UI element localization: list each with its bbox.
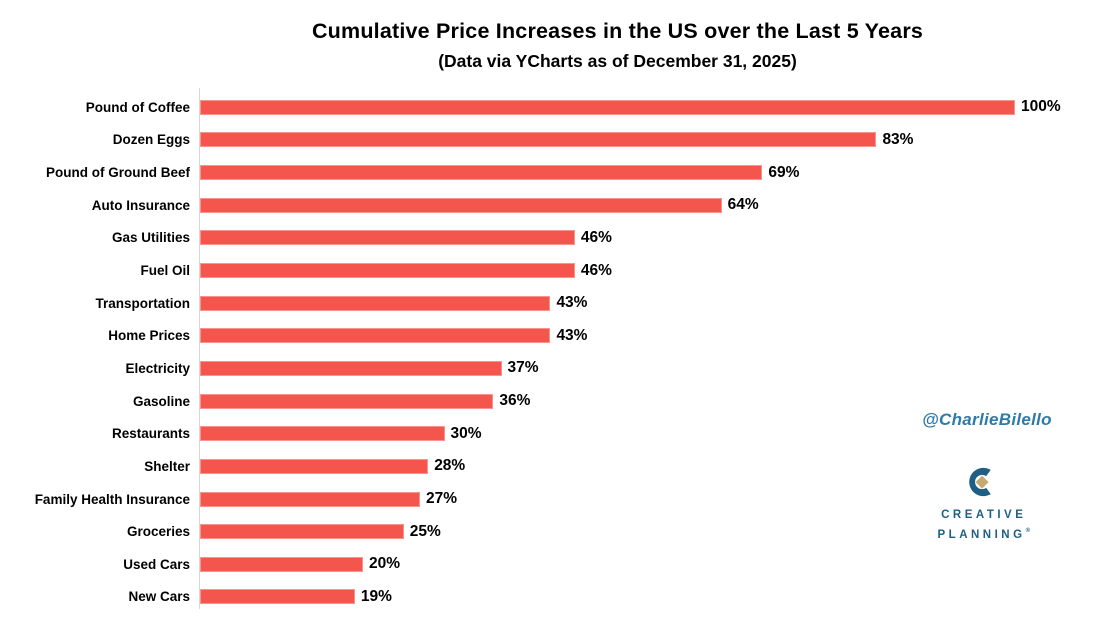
bar-row: New Cars 19% (0, 581, 1100, 614)
bar-row: Dozen Eggs 83% (0, 124, 1100, 157)
bar-track: 43% (200, 327, 1100, 345)
bar (200, 165, 763, 181)
value-label: 20% (369, 555, 401, 573)
bar-track: 28% (200, 457, 1100, 475)
bar (200, 328, 551, 344)
category-label: Pound of Coffee (85, 99, 190, 115)
bar-row: Groceries 25% (0, 515, 1100, 548)
value-label: 83% (882, 130, 914, 148)
logo-text-line2: PLANNING® (937, 528, 1030, 541)
value-label: 28% (434, 457, 466, 475)
bar-track: 20% (200, 555, 1100, 573)
value-label: 46% (580, 228, 612, 246)
bar-track: 100% (200, 98, 1100, 116)
category-label: Groceries (126, 524, 190, 540)
category-label: Auto Insurance (91, 197, 190, 213)
category-label: Gas Utilities (111, 230, 190, 246)
bar-track: 36% (200, 392, 1100, 410)
bar (200, 524, 404, 540)
bar (200, 556, 363, 572)
bar (200, 360, 502, 376)
value-label: 37% (507, 359, 539, 377)
category-label: Pound of Ground Beef (46, 165, 190, 181)
bar-row: Gasoline 36% (0, 385, 1100, 418)
creative-planning-logo: CREATIVE PLANNING® (923, 462, 1041, 543)
category-label: Family Health Insurance (34, 491, 190, 507)
category-label: Home Prices (108, 328, 190, 344)
bar (200, 197, 722, 213)
bar-track: 25% (200, 523, 1100, 541)
value-label: 43% (556, 294, 588, 312)
category-label: New Cars (128, 589, 190, 605)
bar-row: Transportation 43% (0, 287, 1100, 320)
chart-subtitle: (Data via YCharts as of December 31, 202… (438, 51, 797, 71)
watermark-handle: @CharlieBilello (922, 410, 1052, 429)
bar-track: 27% (200, 490, 1100, 508)
value-label: 46% (580, 261, 612, 279)
chart-header: Cumulative Price Increases in the US ove… (0, 19, 1100, 72)
bar-row: Restaurants 30% (0, 417, 1100, 450)
bar-row: Shelter 28% (0, 450, 1100, 483)
bar-plot-area: Pound of Coffee 100% Dozen Eggs 83% Pound of… (0, 91, 1100, 613)
bar-track: 43% (200, 294, 1100, 312)
bar (200, 132, 877, 148)
bar-track: 69% (200, 164, 1100, 182)
value-label: 69% (768, 163, 800, 181)
value-label: 19% (360, 587, 392, 605)
bar-row: Home Prices 43% (0, 319, 1100, 352)
bar (200, 426, 445, 442)
value-label: 36% (499, 392, 531, 410)
category-label: Used Cars (123, 556, 190, 572)
category-label: Dozen Eggs (112, 132, 190, 148)
bar-track: 83% (200, 131, 1100, 149)
logo-text-line1: CREATIVE (941, 509, 1027, 521)
bar-row: Electricity 37% (0, 352, 1100, 385)
bar (200, 491, 421, 507)
value-label: 30% (450, 424, 482, 442)
value-label: 43% (556, 326, 588, 344)
bar-track: 19% (200, 588, 1100, 606)
category-label: Electricity (125, 360, 190, 376)
bar-track: 46% (200, 229, 1100, 247)
value-label: 25% (409, 522, 441, 540)
bar-row: Gas Utilities 46% (0, 222, 1100, 255)
bar (200, 393, 494, 409)
bar-row: Pound of Coffee 100% (0, 91, 1100, 124)
bar-track: 46% (200, 262, 1100, 280)
value-label: 64% (727, 196, 759, 214)
registered-mark: ® (1025, 528, 1030, 534)
bar (200, 99, 1015, 115)
bar-row: Fuel Oil 46% (0, 254, 1100, 287)
bar-track: 37% (200, 359, 1100, 377)
category-label: Restaurants (111, 426, 190, 442)
y-axis-line (199, 88, 200, 609)
bar (200, 230, 575, 246)
creative-planning-logo-icon (969, 467, 991, 497)
chart-title: Cumulative Price Increases in the US ove… (311, 19, 924, 43)
bar-row: Used Cars 20% (0, 548, 1100, 581)
bar-track: 64% (200, 196, 1100, 214)
bar-row: Family Health Insurance 27% (0, 483, 1100, 516)
category-label: Fuel Oil (140, 263, 190, 279)
bar (200, 263, 575, 279)
value-label: 27% (426, 490, 458, 507)
category-label: Gasoline (132, 393, 190, 409)
value-label: 100% (1021, 98, 1061, 116)
bar (200, 589, 355, 605)
bar-track: 30% (200, 425, 1100, 443)
bar (200, 295, 551, 311)
bar-row: Auto Insurance 64% (0, 189, 1100, 222)
category-label: Transportation (95, 295, 190, 311)
bar (200, 458, 429, 474)
category-label: Shelter (144, 458, 190, 474)
bar-row: Pound of Ground Beef 69% (0, 156, 1100, 189)
